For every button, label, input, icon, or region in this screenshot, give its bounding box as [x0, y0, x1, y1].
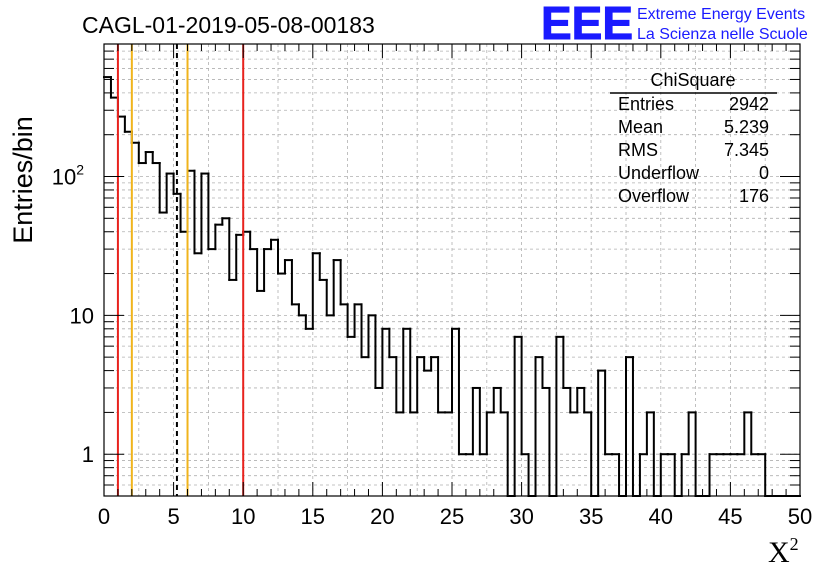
x-tick-label: 30 — [509, 504, 533, 529]
stats-row-value: 0 — [759, 163, 769, 183]
stats-row-label: Underflow — [618, 163, 700, 183]
stats-row-label: Mean — [618, 117, 663, 137]
y-tick-label: 1 — [82, 442, 94, 467]
stats-row-value: 176 — [739, 186, 769, 206]
stats-row-label: Overflow — [618, 186, 690, 206]
y-axis-title: Entries/bin — [8, 116, 38, 244]
x-tick-label: 0 — [98, 504, 110, 529]
x-axis-title-base: X — [768, 536, 790, 569]
stats-row-label: Entries — [618, 94, 674, 114]
stats-box: ChiSquare Entries 2942 Mean 5.239 RMS 7.345 Un… — [610, 70, 777, 206]
x-axis-title: X2 — [768, 534, 799, 569]
logo-line-1: Extreme Energy Events — [637, 6, 805, 23]
logo-line-2: La Scienza nelle Scuole — [637, 26, 808, 43]
x-tick-label: 5 — [167, 504, 179, 529]
axis-ticks — [103, 44, 801, 496]
stats-row-label: RMS — [618, 140, 658, 160]
y-tick-label: 10 — [70, 303, 94, 328]
y-tick-label-base: 1 — [82, 442, 94, 467]
y-tick-label-base: 10 — [52, 164, 76, 189]
stats-row-value: 2942 — [729, 94, 769, 114]
stats-box-title: ChiSquare — [650, 70, 735, 90]
y-tick-label-base: 10 — [70, 303, 94, 328]
eee-logo: EEE Extreme Energy Events La Scienza nel… — [541, 0, 808, 50]
x-tick-label: 35 — [579, 504, 603, 529]
x-axis-title-sup: 2 — [790, 534, 799, 554]
y-tick-label: 102 — [52, 161, 84, 189]
reference-lines — [116, 44, 245, 496]
y-tick-label-exponent: 2 — [76, 161, 84, 177]
x-tick-labels: 0 5 10 15 20 25 30 35 40 45 50 — [98, 504, 812, 529]
x-tick-label: 15 — [301, 504, 325, 529]
stats-row-value: 7.345 — [724, 140, 769, 160]
chart-title: CAGL-01-2019-05-08-00183 — [82, 12, 375, 38]
x-tick-label: 25 — [440, 504, 464, 529]
x-tick-label: 20 — [370, 504, 394, 529]
x-tick-label: 40 — [649, 504, 673, 529]
x-tick-label: 10 — [231, 504, 255, 529]
x-tick-label: 45 — [718, 504, 742, 529]
logo-mark: EEE — [541, 0, 633, 49]
x-tick-label: 50 — [788, 504, 812, 529]
stats-row-value: 5.239 — [724, 117, 769, 137]
